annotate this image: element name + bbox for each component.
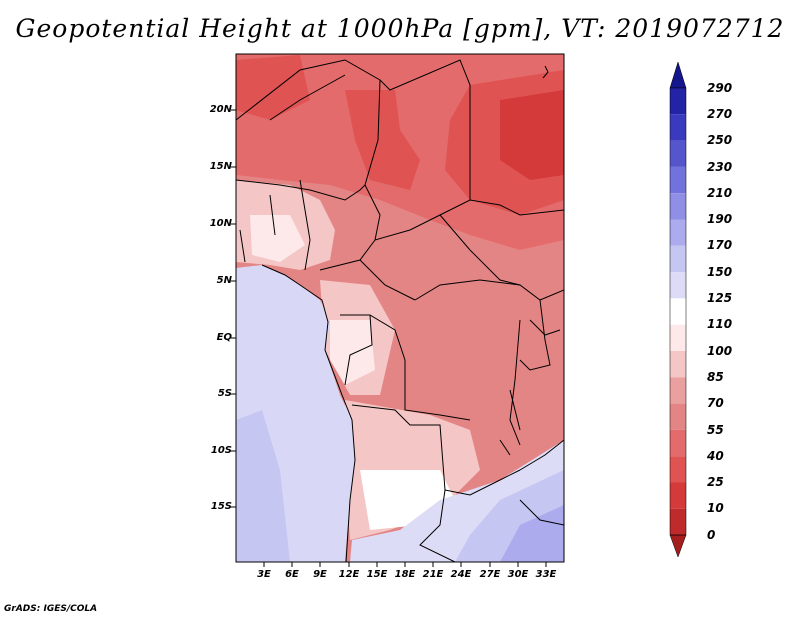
lon-label: 30E [507,569,529,580]
colorbar [669,61,687,558]
colorbar-label: 40 [707,449,724,463]
colorbar-label: 100 [707,344,733,358]
lat-label: 10S [210,445,232,456]
lon-label: 27E [479,569,501,580]
colorbar-segment [670,272,686,299]
colorbar-label: 230 [707,160,733,174]
colorbar-label: 25 [707,475,724,489]
lon-label: 15E [366,569,388,580]
congo-basin [400,285,515,420]
lat-label: 15S [210,501,232,512]
colorbar-segment [670,508,686,536]
colorbar-label: 70 [707,396,724,410]
map-frame [235,53,565,563]
niger-high [345,90,420,190]
colorbar-label: 10 [707,501,724,515]
lat-label: 5S [217,388,232,399]
sudan-core [500,90,564,180]
colorbar-segment [670,351,686,378]
colorbar-segment [670,193,686,220]
colorbar-segment [670,245,686,273]
colorbar-bottom-arrow [669,534,687,558]
colorbar-label: 210 [707,186,733,200]
northwest-high [236,55,310,120]
lat-label: 15N [209,161,232,172]
lon-label: 12E [338,569,360,580]
colorbar-segment [670,482,686,509]
colorbar-segment [670,377,686,404]
colorbar-label: 110 [707,317,733,331]
atlantic-ocean-deep [236,410,290,562]
country-borders [236,59,564,562]
colorbar-segment [670,456,686,483]
colorbar-segment [670,219,686,246]
lon-label: 21E [422,569,444,580]
map-field [236,54,564,562]
lat-label: 5N [216,275,232,286]
colorbar-segment [670,403,686,430]
colorbar-label: 270 [707,107,733,121]
lat-label: 20N [209,104,232,115]
colorbar-label: 150 [707,265,733,279]
colorbar-segment [670,324,686,351]
map-title: Geopotential Height at 1000hPa [gpm], VT… [15,14,785,43]
colorbar-segment [670,114,686,141]
colorbar-label: 85 [707,370,724,384]
lon-label: 24E [450,569,472,580]
southern-blue-3 [500,505,564,562]
lon-label: 33E [535,569,557,580]
colorbar-segment [670,298,686,325]
colorbar-segment [670,429,686,457]
colorbar-segment [670,166,686,194]
colorbar-label: 170 [707,238,733,252]
colorbar-label: 290 [707,81,733,95]
colorbar-label: 55 [707,423,724,437]
lon-label: 6E [285,569,299,580]
gabon-lighter [330,320,375,385]
coast-lighter [250,215,305,262]
lon-label: 18E [394,569,416,580]
colorbar-label: 190 [707,212,733,226]
footer-credit: GrADS: IGES/COLA [4,604,98,614]
colorbar-top-arrow [669,61,687,89]
lon-label: 9E [313,569,327,580]
lon-label: 3E [257,569,271,580]
lat-label: 10N [209,218,232,229]
lat-label: EQ [216,332,232,343]
colorbar-label: 125 [707,291,733,305]
colorbar-segment [670,88,686,115]
colorbar-segment [670,140,686,167]
colorbar-label: 250 [707,133,733,147]
colorbar-label: 0 [707,528,716,542]
axis-ticks [231,109,547,567]
colorbar-frame [669,87,687,536]
